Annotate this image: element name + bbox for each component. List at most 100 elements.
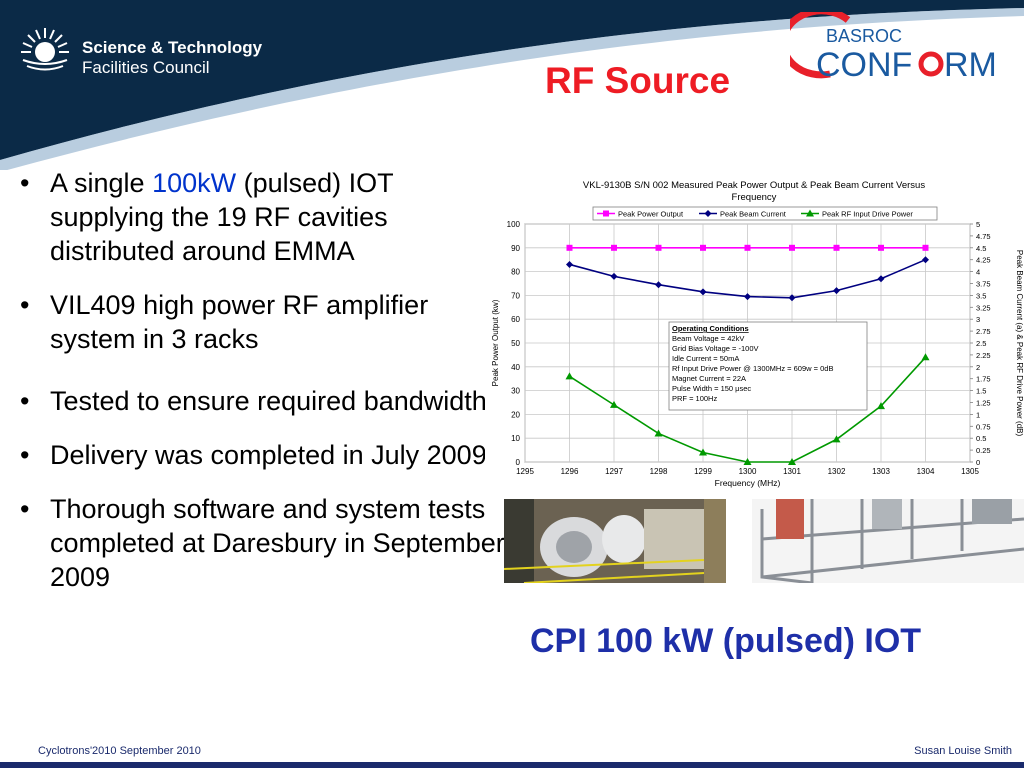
data-point xyxy=(788,458,796,465)
x-tick-label: 1300 xyxy=(739,467,757,476)
data-point xyxy=(832,435,841,443)
y2-tick-label: 4.5 xyxy=(976,244,986,253)
x-tick-label: 1303 xyxy=(872,467,890,476)
y2-tick-label: 4 xyxy=(976,268,980,277)
data-point xyxy=(789,244,795,251)
y2-axis-label: Peak Beam Current (a) & Peak RF Drive Po… xyxy=(1015,250,1024,437)
data-point xyxy=(566,260,573,268)
stfc-logo-text: Science & Technology Facilities Council xyxy=(82,38,262,78)
x-tick-label: 1301 xyxy=(783,467,801,476)
y-tick-label: 90 xyxy=(511,244,520,253)
data-point xyxy=(611,244,617,251)
y2-tick-label: 5 xyxy=(976,220,980,229)
y2-tick-label: 0.75 xyxy=(976,422,991,431)
data-point xyxy=(877,275,885,283)
bullet-item: Tested to ensure required bandwidth xyxy=(15,384,510,418)
annotation-box xyxy=(668,321,868,411)
x-tick-label: 1296 xyxy=(561,467,579,476)
data-point xyxy=(921,353,930,361)
annotation-heading: Operating Conditions xyxy=(672,324,749,333)
bullet-item: Thorough software and system tests compl… xyxy=(15,492,510,594)
iot-photo xyxy=(504,499,726,583)
bullet-item: Delivery was completed in July 2009 xyxy=(15,438,510,472)
x-tick-label: 1302 xyxy=(828,467,846,476)
x-tick-label: 1297 xyxy=(605,467,623,476)
bullet-3-text: Tested to ensure required bandwidth xyxy=(50,386,487,416)
y2-tick-label: 1.5 xyxy=(976,387,986,396)
annotation-line: Grid Bias Voltage = -100V xyxy=(672,344,759,353)
annotation-line: Rf Input Drive Power @ 1300MHz = 609w = … xyxy=(672,364,833,373)
x-tick-label: 1305 xyxy=(961,467,979,476)
chart-title-line-2: Frequency xyxy=(732,192,777,203)
data-point xyxy=(806,209,814,217)
data-point xyxy=(922,256,929,264)
data-point xyxy=(877,402,885,410)
y-tick-label: 10 xyxy=(511,434,520,443)
y-tick-label: 20 xyxy=(511,410,520,419)
y-tick-label: 100 xyxy=(507,220,521,229)
data-point xyxy=(610,400,618,408)
data-point xyxy=(655,244,662,251)
legend-box xyxy=(592,206,938,221)
y-tick-label: 0 xyxy=(516,458,521,467)
y-tick-label: 50 xyxy=(511,339,520,348)
annotation-line: Magnet Current = 22A xyxy=(672,374,746,383)
y2-tick-label: 2.25 xyxy=(976,351,991,360)
y2-tick-label: 1 xyxy=(976,410,980,419)
y2-tick-label: 0.5 xyxy=(976,434,986,443)
data-point xyxy=(699,448,707,456)
bullet-1-highlight: 100kW xyxy=(152,168,237,198)
y2-tick-label: 2.5 xyxy=(976,339,986,348)
org-line-1: Science & Technology xyxy=(82,38,263,57)
bullet-1-pre: A single xyxy=(50,168,153,198)
bullet-list: A single 100kW (pulsed) IOT supplying th… xyxy=(15,166,510,594)
conform-o-icon xyxy=(918,51,944,77)
bullet-1-post: (pulsed) IOT supplying the 19 RF cavitie… xyxy=(50,168,394,266)
slide-title: RF Source xyxy=(545,60,731,101)
bullet-item: A single 100kW (pulsed) IOT supplying th… xyxy=(15,166,510,268)
y2-tick-label: 0.25 xyxy=(976,446,991,455)
y-axis-label: Peak Power Output (kw) xyxy=(491,299,500,386)
x-tick-label: 1304 xyxy=(917,467,935,476)
y2-tick-label: 4.75 xyxy=(976,232,991,241)
x-tick-label: 1299 xyxy=(694,467,712,476)
y2-tick-label: 1.25 xyxy=(976,399,991,408)
data-point xyxy=(565,372,574,380)
data-point xyxy=(922,244,929,251)
data-point xyxy=(788,294,796,302)
y2-tick-label: 2.75 xyxy=(976,327,991,336)
stfc-sun-icon xyxy=(21,28,69,71)
data-point xyxy=(743,458,752,465)
y2-tick-label: 2 xyxy=(976,363,980,372)
basroc-conform-logo: BASROC CONF RM xyxy=(790,12,997,84)
bullet-4-text: Delivery was completed in July 2009 xyxy=(50,440,487,470)
data-point xyxy=(654,429,663,437)
annotation-line: Idle Current = 50mA xyxy=(672,354,739,363)
chart-series xyxy=(565,244,930,465)
data-point xyxy=(878,244,884,251)
data-point xyxy=(603,210,609,217)
data-point xyxy=(655,281,662,289)
legend-entry: Peak Beam Current xyxy=(720,210,787,219)
y2-tick-label: 1.75 xyxy=(976,375,991,384)
conform-logo-left: CONF xyxy=(816,46,912,84)
y2-tick-label: 3.75 xyxy=(976,280,991,289)
data-point xyxy=(833,244,840,251)
basroc-logo-small: BASROC xyxy=(826,26,902,46)
data-point xyxy=(700,244,706,251)
x-tick-label: 1295 xyxy=(516,467,534,476)
chart-title: VKL-9130B S/N 002 Measured Peak Power Ou… xyxy=(583,180,925,191)
annotation-line: PRF = 100Hz xyxy=(672,394,717,403)
footer-rule xyxy=(0,762,1024,768)
data-point xyxy=(833,287,840,295)
annotation-line: Pulse Width = 150 μsec xyxy=(672,384,751,393)
footer-conference: Cyclotrons'2010 September 2010 xyxy=(38,745,201,757)
data-point xyxy=(744,293,751,301)
conform-logo-right: RM xyxy=(944,46,997,84)
bullet-item: VIL409 high power RF amplifier system in… xyxy=(15,288,510,356)
x-axis-label: Frequency (MHz) xyxy=(715,478,781,488)
y2-tick-label: 3.25 xyxy=(976,303,991,312)
y2-tick-label: 3.5 xyxy=(976,291,986,300)
x-tick-label: 1298 xyxy=(650,467,668,476)
